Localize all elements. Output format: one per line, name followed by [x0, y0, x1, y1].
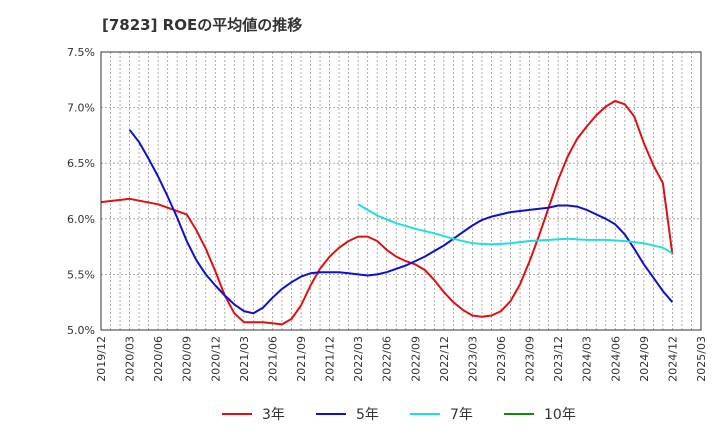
x-tick-label: 2020/06	[152, 336, 165, 382]
grid-lines	[100, 51, 702, 331]
x-tick-label: 2022/12	[438, 336, 451, 382]
x-tick-label: 2020/03	[124, 336, 137, 382]
axes	[100, 51, 702, 331]
series-line-1	[100, 99, 674, 326]
y-tick-label: 6.5%	[67, 157, 95, 170]
x-tick-label: 2021/09	[295, 336, 308, 382]
x-tick-label: 2022/06	[381, 336, 394, 382]
series-line-2	[128, 129, 674, 315]
x-tick-label: 2023/06	[495, 336, 508, 382]
x-tick-label: 2025/03	[695, 336, 708, 382]
chart-title: [7823] ROEの平均値の推移	[102, 16, 302, 34]
legend-label-4: 10年	[544, 407, 576, 423]
y-tick-label: 5.5%	[67, 268, 95, 281]
y-tick-label: 7.0%	[67, 102, 95, 115]
y-tick-label: 6.0%	[67, 213, 95, 226]
x-tick-label: 2022/03	[352, 336, 365, 382]
y-tick-labels: 5.0% 5.5% 6.0% 6.5% 7.0% 7.5%	[67, 46, 95, 337]
x-tick-label: 2023/09	[524, 336, 537, 382]
x-tick-label: 2024/09	[638, 336, 651, 382]
y-tick-label: 5.0%	[67, 324, 95, 337]
series-lines	[100, 99, 674, 326]
plot-frame	[100, 51, 702, 331]
x-tick-label: 2020/12	[209, 336, 222, 382]
x-tick-label: 2024/03	[581, 336, 594, 382]
x-tick-label: 2024/06	[609, 336, 622, 382]
series-line-3	[357, 203, 673, 255]
x-tick-label: 2019/12	[95, 336, 108, 382]
x-tick-label: 2021/06	[266, 336, 279, 382]
x-tick-label: 2023/12	[552, 336, 565, 382]
x-tick-label: 2021/03	[238, 336, 251, 382]
x-tick-label: 2023/03	[466, 336, 479, 382]
y-tick-label: 7.5%	[67, 46, 95, 59]
x-tick-labels: 2019/12 2020/03 2020/06 2020/09 2020/12 2021/…	[95, 336, 708, 382]
x-tick-label: 2021/12	[324, 336, 337, 382]
legend[interactable]: 3年 5年 7年 10年	[222, 407, 576, 423]
legend-label-2: 5年	[356, 407, 379, 423]
x-tick-label: 2022/09	[409, 336, 422, 382]
legend-label-3: 7年	[450, 407, 473, 423]
x-tick-label: 2020/09	[181, 336, 194, 382]
legend-label-1: 3年	[262, 407, 285, 423]
x-tick-label: 2024/12	[666, 336, 679, 382]
